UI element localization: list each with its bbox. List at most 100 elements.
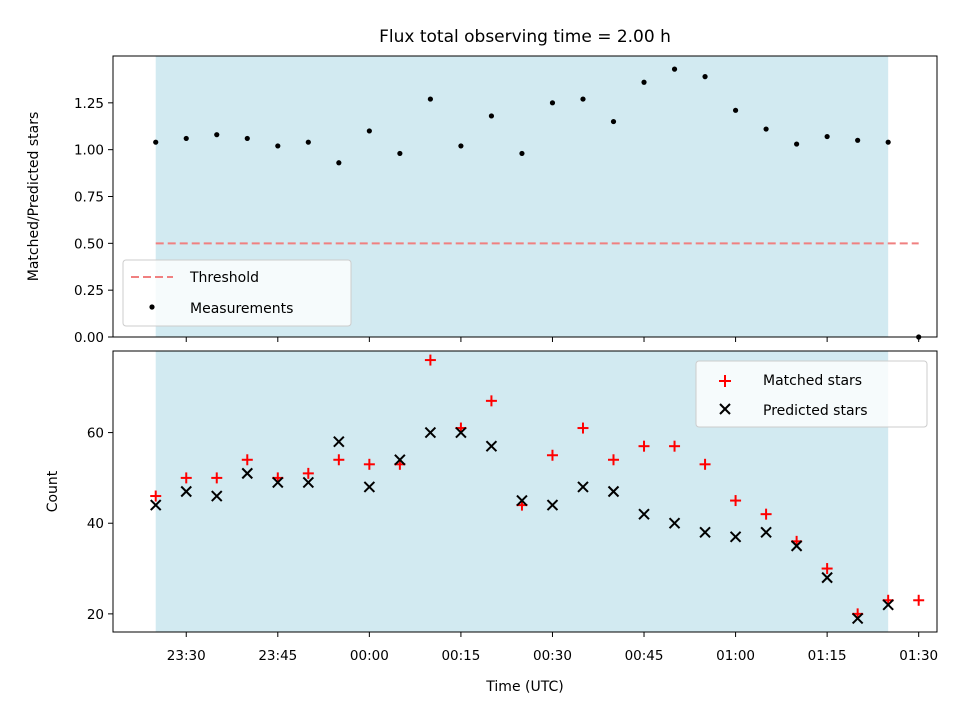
count-points xyxy=(150,354,925,625)
matched-star-marker xyxy=(913,594,925,606)
predicted-star-marker xyxy=(150,499,162,511)
matched-star-marker xyxy=(485,395,497,407)
predicted-star-marker xyxy=(638,508,650,520)
predicted-star-marker xyxy=(241,467,253,480)
measurement-point xyxy=(641,79,647,85)
bottom-x-ticks: 23:30 23:45 00:00 00:15 00:30 00:45 01:00 01:15… xyxy=(167,632,938,664)
matched-star-marker xyxy=(424,354,436,366)
y-tick-label: 40 xyxy=(87,516,104,532)
top-y-axis-label: Matched/Predicted stars xyxy=(26,112,42,282)
top-panel: 0.00 0.25 0.50 0.75 1.00 1.25 Flux total obse… xyxy=(26,27,938,346)
x-tick-label: 00:30 xyxy=(533,648,572,664)
predicted-star-marker xyxy=(485,440,498,452)
matched-star-marker xyxy=(241,454,253,466)
x-tick-label: 01:00 xyxy=(716,648,755,664)
predicted-star-marker xyxy=(546,499,559,511)
predicted-star-marker xyxy=(821,571,833,584)
matched-star-marker xyxy=(760,508,772,520)
measurement-point xyxy=(244,135,250,142)
measurement-point xyxy=(305,139,311,145)
measurement-point xyxy=(702,74,708,80)
predicted-star-marker xyxy=(180,485,192,498)
legend-predicted-swatch xyxy=(719,403,731,415)
measurement-point xyxy=(549,100,556,106)
legend-measurements-label: Measurements xyxy=(190,301,293,317)
bottom-legend-box xyxy=(695,360,928,428)
predicted-star-marker xyxy=(760,526,772,538)
legend-matched-label: Matched stars xyxy=(763,373,862,389)
measurement-point xyxy=(366,128,372,134)
predicted-star-marker xyxy=(333,435,345,448)
matched-star-marker xyxy=(150,490,162,502)
predicted-star-marker xyxy=(363,481,376,493)
measurement-point xyxy=(275,143,281,149)
matched-star-marker xyxy=(669,440,681,452)
measurement-point xyxy=(427,96,433,102)
x-tick-label: 00:00 xyxy=(350,648,389,664)
legend-threshold-label: Threshold xyxy=(189,270,259,286)
top-axes-frame xyxy=(112,55,938,338)
matched-star-marker xyxy=(638,440,650,452)
top-legend: Threshold Measurements xyxy=(122,259,352,327)
legend-predicted-label: Predicted stars xyxy=(763,403,868,419)
measurement-point xyxy=(885,139,891,145)
measurement-point xyxy=(153,139,159,145)
measurement-points xyxy=(153,66,922,340)
predicted-star-marker xyxy=(455,426,467,439)
measurement-point xyxy=(214,132,220,138)
predicted-star-marker xyxy=(851,612,864,625)
y-tick-label: 0.75 xyxy=(74,190,104,206)
matched-star-marker xyxy=(730,495,742,507)
measurement-point xyxy=(488,113,495,119)
predicted-star-marker xyxy=(607,485,620,498)
x-tick-label: 00:15 xyxy=(441,648,480,664)
x-tick-label: 01:15 xyxy=(808,648,847,664)
matched-star-marker xyxy=(821,563,833,575)
predicted-star-marker xyxy=(516,494,528,507)
predicted-star-marker xyxy=(577,481,589,493)
predicted-star-marker xyxy=(211,490,223,502)
measurement-point xyxy=(519,150,525,157)
predicted-star-marker xyxy=(394,454,406,466)
x-tick-label: 23:30 xyxy=(167,648,206,664)
bottom-y-axis-label: Count xyxy=(45,470,61,512)
measurement-point xyxy=(580,96,586,102)
predicted-star-marker xyxy=(790,540,803,552)
matched-star-marker xyxy=(608,454,620,466)
matched-star-marker xyxy=(333,454,345,466)
top-legend-box xyxy=(122,259,352,327)
measurement-point xyxy=(763,126,769,132)
matched-star-marker xyxy=(699,458,711,470)
legend-measurements-swatch xyxy=(149,304,155,310)
predicted-star-marker xyxy=(302,476,315,489)
measurement-point xyxy=(671,66,678,72)
x-tick-label: 01:30 xyxy=(899,648,938,664)
measurement-point xyxy=(183,135,189,142)
x-axis-label: Time (UTC) xyxy=(485,679,563,695)
measurement-point xyxy=(824,133,830,140)
measurement-point xyxy=(732,107,739,113)
y-tick-label: 0.00 xyxy=(74,330,104,346)
x-tick-label: 23:45 xyxy=(258,648,297,664)
bottom-y-ticks: 20 40 60 xyxy=(87,426,113,623)
measurement-point xyxy=(336,160,342,166)
y-tick-label: 1.00 xyxy=(74,143,104,159)
top-y-ticks: 0.00 0.25 0.50 0.75 1.00 1.25 xyxy=(74,96,113,346)
matched-star-marker xyxy=(180,472,192,484)
y-tick-label: 1.25 xyxy=(74,96,104,112)
predicted-star-marker xyxy=(668,517,681,529)
y-tick-label: 60 xyxy=(87,426,104,442)
predicted-star-marker xyxy=(699,526,711,538)
matched-star-marker xyxy=(302,467,314,479)
predicted-star-marker xyxy=(424,426,437,439)
bottom-legend: Matched stars Predicted stars xyxy=(695,360,928,428)
measurement-point xyxy=(397,150,403,157)
matched-star-marker xyxy=(211,472,223,484)
y-tick-label: 0.25 xyxy=(74,283,104,299)
y-tick-label: 0.50 xyxy=(74,236,104,252)
predicted-star-marker xyxy=(882,599,894,611)
top-x-ticks xyxy=(185,337,920,342)
measurement-point xyxy=(458,143,464,149)
bottom-panel: 20 40 60 23:30 23:45 00:00 00:15 00:30 00:45 01:… xyxy=(45,350,938,695)
